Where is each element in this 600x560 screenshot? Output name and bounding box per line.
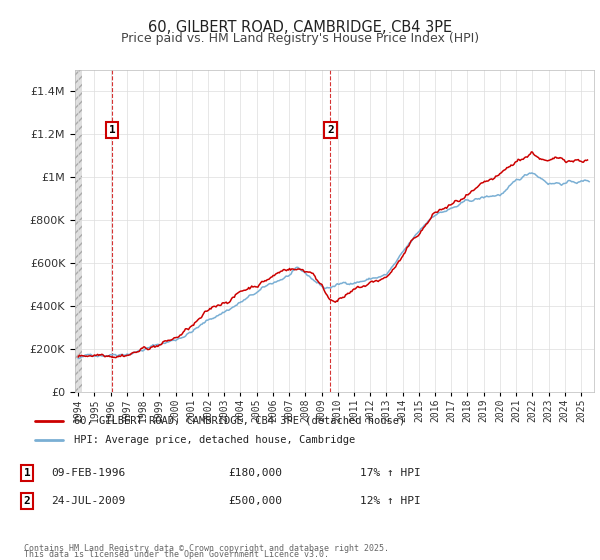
Text: 24-JUL-2009: 24-JUL-2009 <box>51 496 125 506</box>
Text: 12% ↑ HPI: 12% ↑ HPI <box>360 496 421 506</box>
Text: 1: 1 <box>23 468 31 478</box>
Text: 2: 2 <box>327 125 334 135</box>
Text: This data is licensed under the Open Government Licence v3.0.: This data is licensed under the Open Gov… <box>24 550 329 559</box>
Bar <box>75 70 82 392</box>
Text: Contains HM Land Registry data © Crown copyright and database right 2025.: Contains HM Land Registry data © Crown c… <box>24 544 389 553</box>
Text: 2: 2 <box>23 496 31 506</box>
Text: £500,000: £500,000 <box>228 496 282 506</box>
Text: 09-FEB-1996: 09-FEB-1996 <box>51 468 125 478</box>
Text: 60, GILBERT ROAD, CAMBRIDGE, CB4 3PE: 60, GILBERT ROAD, CAMBRIDGE, CB4 3PE <box>148 20 452 35</box>
Text: 60, GILBERT ROAD, CAMBRIDGE, CB4 3PE (detached house): 60, GILBERT ROAD, CAMBRIDGE, CB4 3PE (de… <box>74 416 405 426</box>
Text: 1: 1 <box>109 125 116 135</box>
Text: HPI: Average price, detached house, Cambridge: HPI: Average price, detached house, Camb… <box>74 435 355 445</box>
Text: Price paid vs. HM Land Registry's House Price Index (HPI): Price paid vs. HM Land Registry's House … <box>121 32 479 45</box>
Text: £180,000: £180,000 <box>228 468 282 478</box>
Text: 17% ↑ HPI: 17% ↑ HPI <box>360 468 421 478</box>
